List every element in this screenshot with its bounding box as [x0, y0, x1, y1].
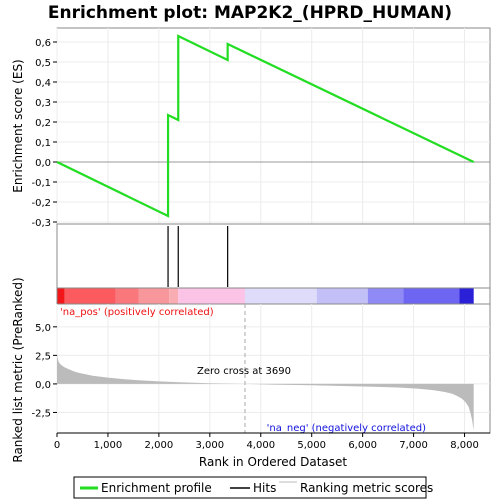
- hits-panel: [56, 223, 491, 289]
- x-tick-label: 2,000: [145, 440, 174, 451]
- es-tick-label: 0,4: [35, 78, 51, 89]
- es-panel: -0,3 -0,2 -0,1 0,0 0,1 0,2 0,3 0,4 0,5 0,6 Enrich…: [11, 27, 491, 229]
- x-tick-label: 1,000: [94, 440, 123, 451]
- es-tick-label: 0,2: [35, 118, 51, 129]
- legend-hits-label: Hits: [253, 481, 276, 495]
- es-tick-label: 0,3: [35, 98, 51, 109]
- pos-label: 'na_pos' (positively correlated): [60, 307, 214, 318]
- ranked-heat-bar: [56, 287, 491, 305]
- hit-markers: [167, 226, 229, 287]
- metric-y-ticks: -2,5 0,0 2,5 5,0: [31, 323, 57, 419]
- metric-y-label: Ranked list metric (PreRanked): [11, 277, 25, 462]
- heat-segment: [138, 288, 170, 304]
- es-tick-label: 0,0: [35, 158, 51, 169]
- heat-segment: [403, 288, 460, 304]
- heat-segment: [64, 288, 116, 304]
- x-tick-label: 0: [54, 440, 60, 451]
- legend-profile-label: Enrichment profile: [101, 481, 212, 495]
- metric-tick-label: 2,5: [35, 351, 51, 362]
- es-grid: [56, 28, 490, 224]
- metric-tick-label: 5,0: [35, 323, 51, 334]
- x-tick-label: 4,000: [246, 440, 275, 451]
- hits-plot-area: [56, 223, 491, 289]
- es-tick-label: 0,6: [35, 38, 51, 49]
- es-tick-label: -0,3: [31, 218, 51, 229]
- legend-metric-label: Ranking metric scores: [300, 481, 433, 495]
- chart-title: Enrichment plot: MAP2K2_(HPRD_HUMAN): [48, 3, 452, 23]
- es-tick-label: 0,5: [35, 58, 51, 69]
- es-tick-label: -0,1: [31, 178, 51, 189]
- heat-segment: [316, 288, 368, 304]
- heat-segment: [169, 288, 179, 304]
- x-tick-label: 7,000: [399, 440, 428, 451]
- heat-segment: [367, 288, 404, 304]
- legend: Enrichment profile Hits Ranking metric s…: [73, 476, 433, 499]
- es-plot-area: [56, 27, 491, 225]
- zero-cross-label: Zero cross at 3690: [197, 366, 291, 377]
- x-tick-label: 6,000: [348, 440, 377, 451]
- x-axis-ticks: 0 1,000 2,000 3,000 4,000 5,000 6,000 7,000 8,00…: [54, 432, 490, 451]
- enrichment-profile-line: [56, 34, 475, 218]
- x-tick-label: 8,000: [450, 440, 479, 451]
- x-tick-label: 3,000: [196, 440, 225, 451]
- es-tick-label: -0,2: [31, 198, 51, 209]
- es-y-label: Enrichment score (ES): [11, 59, 25, 192]
- metric-panel: -2,5 0,0 2,5 5,0 'na_pos' (positively corre…: [11, 277, 491, 463]
- heat-segment: [459, 288, 474, 304]
- metric-tick-label: -2,5: [31, 408, 51, 419]
- heat-segment: [244, 288, 317, 304]
- heat-segment: [115, 288, 139, 304]
- es-y-ticks: -0,3 -0,2 -0,1 0,0 0,1 0,2 0,3 0,4 0,5 0,6: [31, 38, 57, 229]
- metric-tick-label: 0,0: [35, 380, 51, 391]
- x-axis-label: Rank in Ordered Dataset: [199, 455, 347, 469]
- metric-plot-area: [56, 303, 491, 434]
- es-tick-label: 0,1: [35, 138, 51, 149]
- heat-segment: [57, 288, 65, 304]
- neg-label: 'na_neg' (negatively correlated): [267, 423, 426, 434]
- heat-segment: [178, 288, 245, 304]
- x-tick-label: 5,000: [297, 440, 326, 451]
